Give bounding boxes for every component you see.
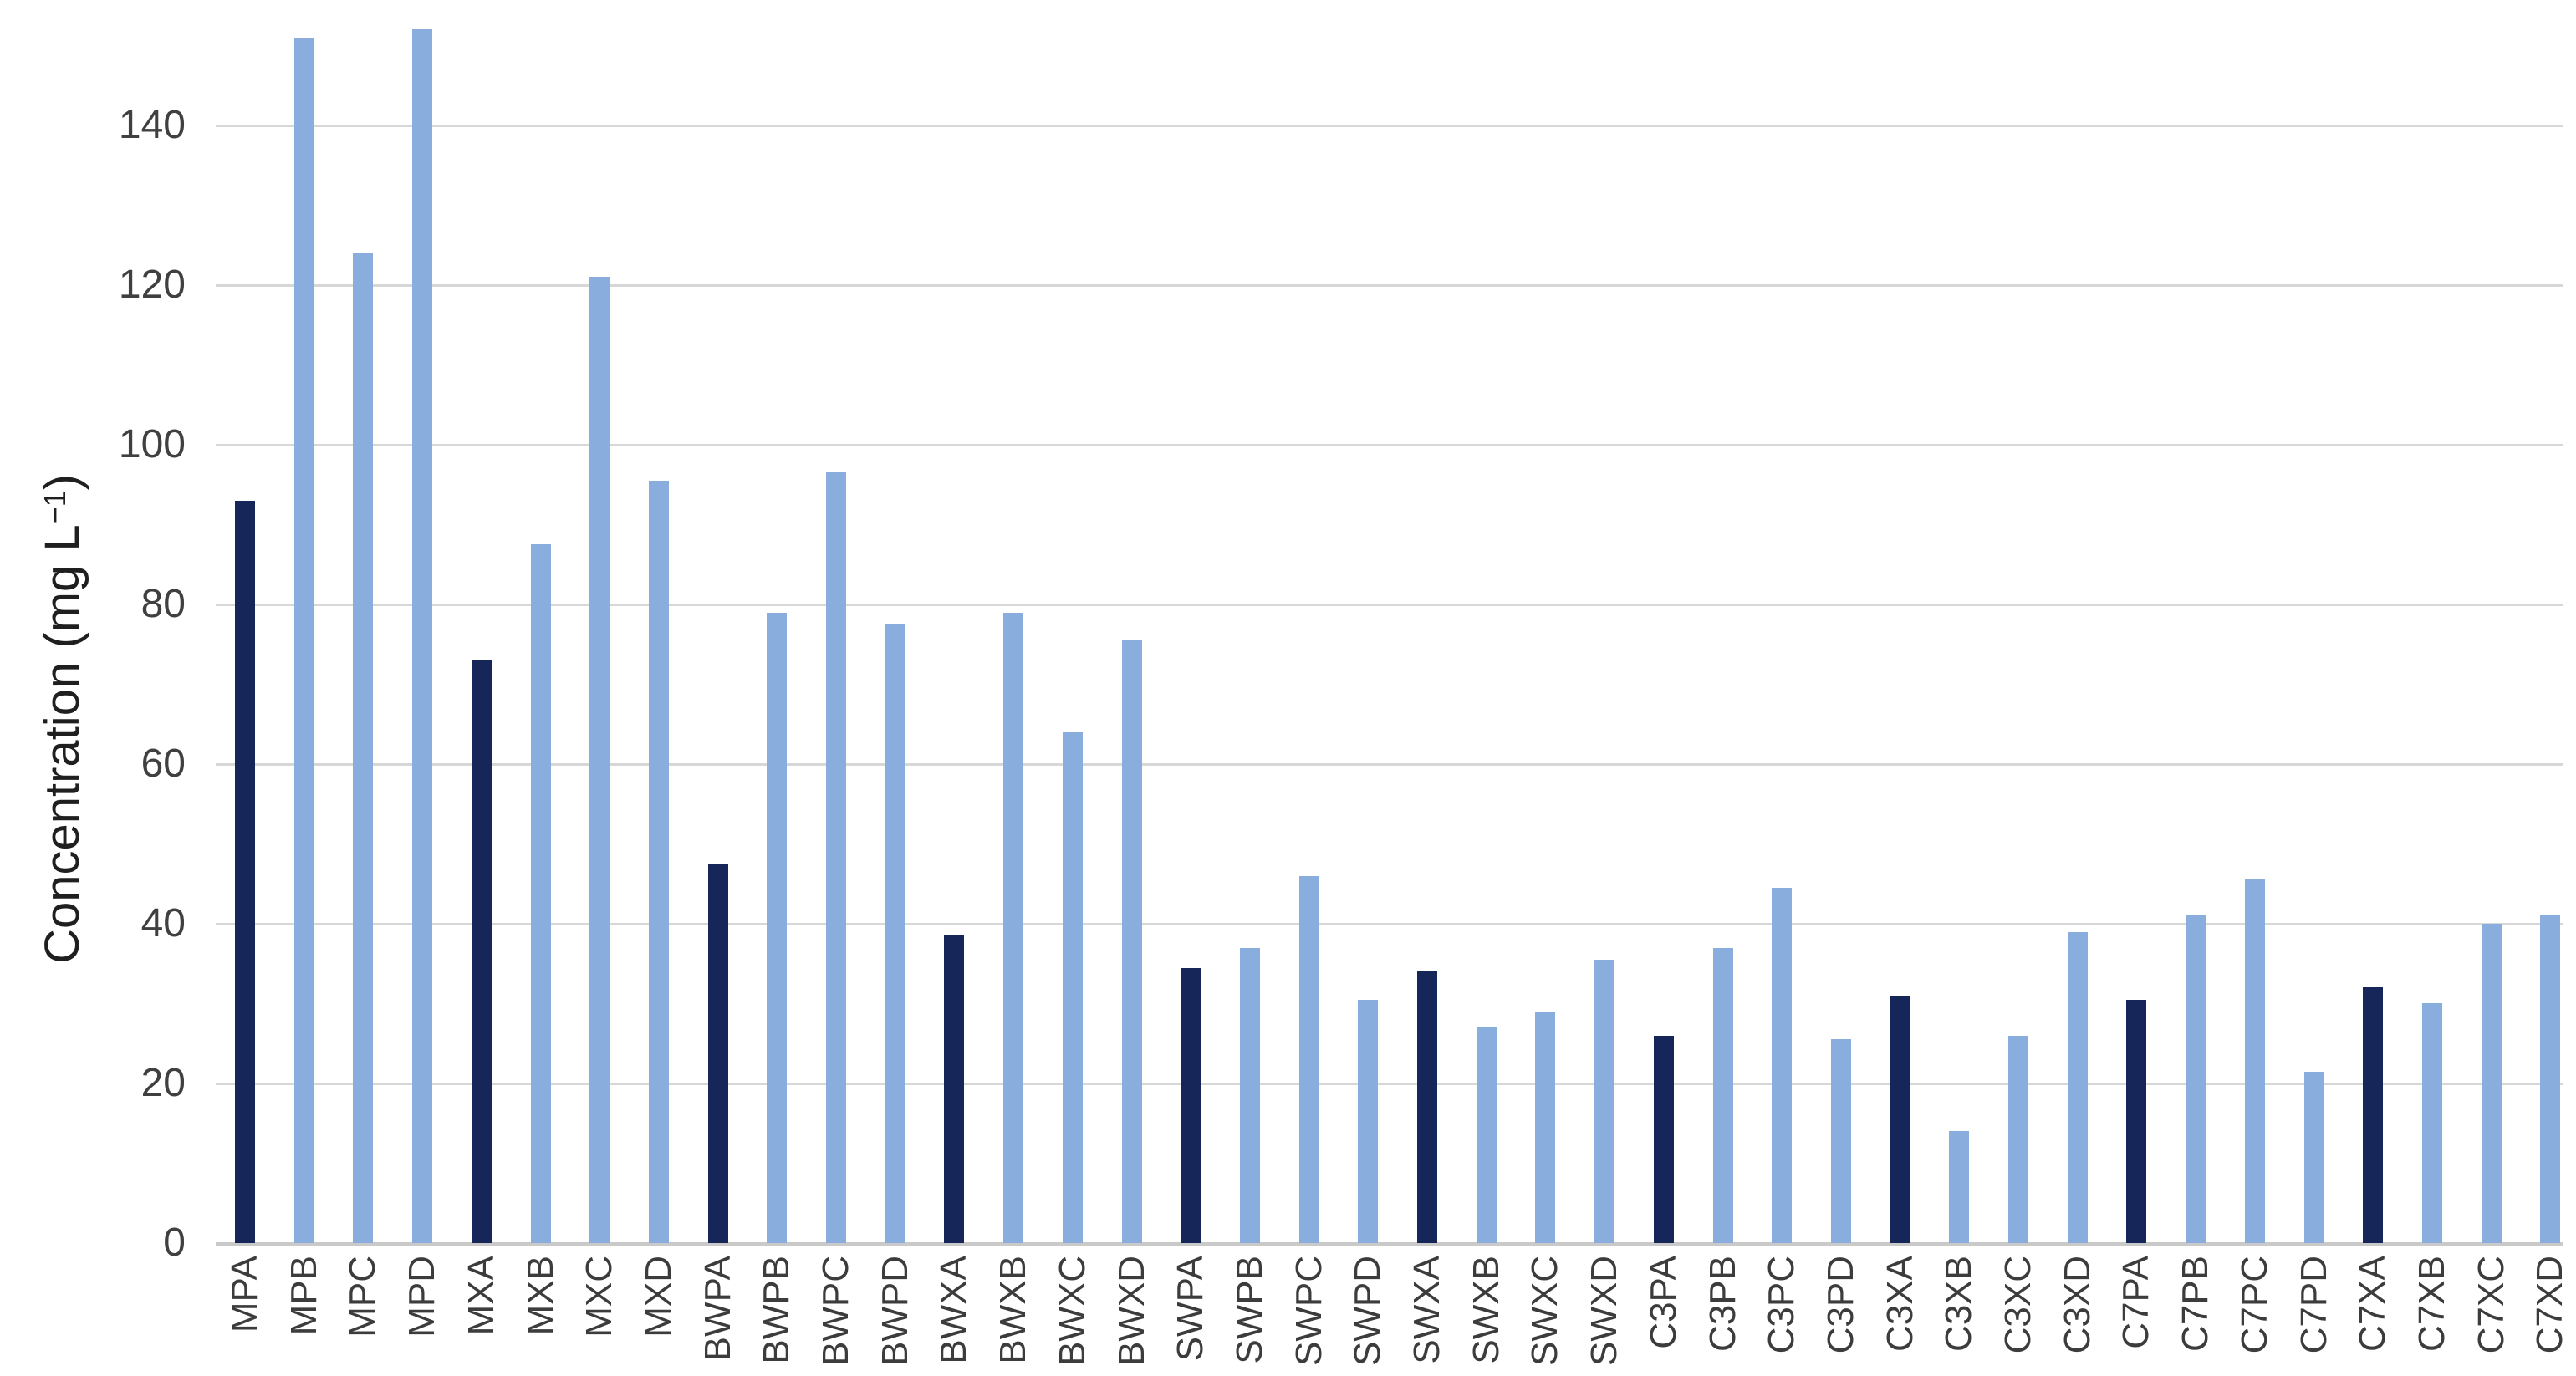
x-category-label-C3XD: C3XD xyxy=(2057,1256,2098,1354)
y-axis-title-superscript: −1 xyxy=(37,490,72,525)
x-axis-line xyxy=(216,1242,2563,1246)
bar-SWPC xyxy=(1299,876,1319,1243)
gridline-140 xyxy=(216,125,2563,127)
x-category-label-C3PA: C3PA xyxy=(1643,1256,1684,1349)
x-category-label-C7PD: C7PD xyxy=(2293,1256,2334,1354)
bar-MPA xyxy=(235,501,255,1243)
bar-C7XB xyxy=(2422,1003,2442,1243)
x-category-label-MXC: MXC xyxy=(579,1256,620,1338)
gridline-20 xyxy=(216,1083,2563,1085)
bar-C3PA xyxy=(1654,1036,1674,1243)
x-category-label-SWPC: SWPC xyxy=(1288,1256,1329,1366)
x-category-label-SWXD: SWXD xyxy=(1584,1256,1625,1366)
bar-SWXD xyxy=(1594,960,1614,1243)
bar-BWPD xyxy=(885,624,905,1243)
y-tick-label-0: 0 xyxy=(163,1221,186,1265)
x-category-label-SWXB: SWXB xyxy=(1466,1256,1507,1364)
x-category-label-C3XA: C3XA xyxy=(1880,1256,1921,1352)
x-category-label-SWXA: SWXA xyxy=(1406,1256,1447,1364)
bar-C7PD xyxy=(2304,1072,2324,1243)
y-tick-label-100: 100 xyxy=(118,422,186,466)
bar-C3XA xyxy=(1890,996,1910,1243)
x-category-label-C7PC: C7PC xyxy=(2234,1256,2275,1354)
gridline-40 xyxy=(216,923,2563,925)
y-tick-label-120: 120 xyxy=(118,262,186,307)
x-category-label-C3PC: C3PC xyxy=(1761,1256,1802,1354)
gridline-120 xyxy=(216,284,2563,287)
x-category-label-BWPB: BWPB xyxy=(756,1256,797,1364)
x-category-label-C7XA: C7XA xyxy=(2352,1256,2393,1352)
x-category-label-C7XB: C7XB xyxy=(2411,1256,2452,1352)
y-axis-title-suffix: ) xyxy=(35,474,89,491)
x-category-label-C7PB: C7PB xyxy=(2175,1256,2216,1352)
bar-SWXB xyxy=(1477,1027,1497,1243)
x-category-label-MXA: MXA xyxy=(461,1256,502,1336)
x-category-label-BWXD: BWXD xyxy=(1111,1256,1152,1366)
gridline-100 xyxy=(216,444,2563,446)
bar-C3PB xyxy=(1713,948,1733,1243)
y-tick-label-20: 20 xyxy=(140,1061,186,1105)
bar-MXD xyxy=(649,481,669,1243)
bar-C7XA xyxy=(2363,987,2383,1243)
x-category-label-SWPA: SWPA xyxy=(1170,1256,1211,1362)
x-category-label-C3PD: C3PD xyxy=(1820,1256,1861,1354)
x-category-label-MPA: MPA xyxy=(224,1256,265,1333)
x-category-label-C7XC: C7XC xyxy=(2471,1256,2512,1354)
x-category-label-C7PA: C7PA xyxy=(2115,1256,2156,1349)
x-category-label-MPD: MPD xyxy=(401,1256,442,1338)
x-category-label-C3XC: C3XC xyxy=(1997,1256,2038,1354)
x-category-label-C7XD: C7XD xyxy=(2529,1256,2570,1354)
y-tick-label-140: 140 xyxy=(118,103,186,147)
gridline-60 xyxy=(216,763,2563,766)
bar-C3PD xyxy=(1831,1039,1851,1243)
x-category-label-MXD: MXD xyxy=(638,1256,679,1338)
bar-MXB xyxy=(531,544,551,1243)
bar-C3XB xyxy=(1949,1131,1969,1243)
bar-C7XC xyxy=(2482,924,2502,1243)
bar-BWPB xyxy=(767,613,787,1243)
x-category-label-BWXB: BWXB xyxy=(992,1256,1033,1364)
bar-BWXA xyxy=(944,935,964,1243)
bar-MXC xyxy=(589,277,610,1243)
x-category-label-SWPB: SWPB xyxy=(1229,1256,1270,1364)
x-category-label-SWPD: SWPD xyxy=(1347,1256,1388,1366)
bar-SWXA xyxy=(1417,971,1437,1243)
x-category-label-C3XB: C3XB xyxy=(1938,1256,1979,1352)
x-category-label-MPC: MPC xyxy=(342,1256,383,1338)
y-tick-label-80: 80 xyxy=(140,582,186,626)
x-category-label-SWXC: SWXC xyxy=(1524,1256,1565,1366)
bar-C7PB xyxy=(2186,915,2206,1243)
bar-C7PC xyxy=(2245,879,2265,1243)
bar-BWXC xyxy=(1063,732,1083,1243)
bar-SWPD xyxy=(1358,1000,1378,1243)
bar-C3XD xyxy=(2068,932,2088,1243)
x-category-label-BWPC: BWPC xyxy=(815,1256,856,1366)
bar-SWPA xyxy=(1181,968,1201,1243)
bar-MXA xyxy=(472,660,492,1243)
x-category-label-BWPD: BWPD xyxy=(875,1256,916,1366)
x-category-label-C3PB: C3PB xyxy=(1702,1256,1743,1352)
x-category-label-MPB: MPB xyxy=(283,1256,324,1336)
bar-BWXD xyxy=(1122,640,1142,1243)
y-tick-label-40: 40 xyxy=(140,901,186,945)
bar-BWPA xyxy=(708,864,728,1243)
bar-C7XD xyxy=(2540,915,2560,1243)
bar-C3PC xyxy=(1772,888,1792,1243)
y-tick-label-60: 60 xyxy=(140,742,186,786)
bar-SWXC xyxy=(1535,1012,1555,1243)
x-category-label-BWXA: BWXA xyxy=(933,1256,974,1364)
bar-MPC xyxy=(353,253,373,1243)
bar-SWPB xyxy=(1240,948,1260,1243)
bar-MPB xyxy=(294,38,314,1243)
gridline-80 xyxy=(216,604,2563,606)
bar-C7PA xyxy=(2126,1000,2146,1243)
x-category-label-BWXC: BWXC xyxy=(1052,1256,1093,1366)
bar-BWPC xyxy=(826,472,846,1243)
bar-BWXB xyxy=(1003,613,1023,1243)
bar-C3XC xyxy=(2008,1036,2028,1243)
x-category-label-MXB: MXB xyxy=(520,1256,561,1336)
x-category-label-BWPA: BWPA xyxy=(697,1256,738,1362)
bar-MPD xyxy=(412,29,432,1243)
